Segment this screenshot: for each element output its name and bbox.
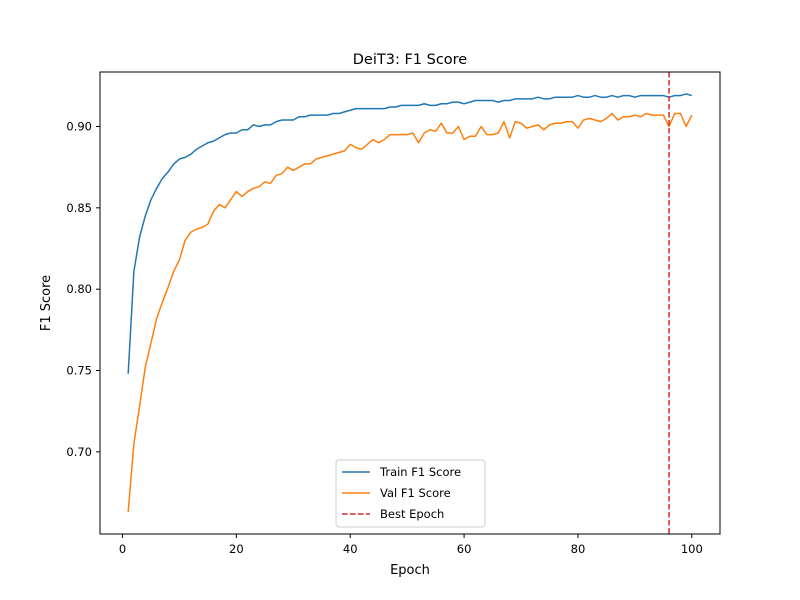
x-tick-label: 100 [681,542,703,556]
plot-frame [99,71,721,535]
legend-box [335,459,486,528]
y-axis: 0.70 0.75 0.80 0.85 0.90 [66,119,100,459]
chart-title: DeiT3: F1 Score [353,52,468,68]
x-tick-label: 60 [457,542,472,556]
series-line-train [127,93,693,374]
plot-area [127,72,693,534]
legend-label-val: Val F1 Score [380,486,451,500]
y-tick-label: 0.90 [66,119,92,133]
x-tick-label: 80 [571,542,586,556]
legend-label-best-epoch: Best Epoch [380,507,444,521]
y-tick-label: 0.70 [66,445,92,459]
legend-label-train: Train F1 Score [379,465,461,479]
y-tick-label: 0.75 [66,364,92,378]
legend: Train F1 Score Val F1 Score Best Epoch [335,459,486,528]
x-tick-label: 20 [229,542,244,556]
series-line-val [127,112,693,513]
y-tick-label: 0.80 [66,282,92,296]
x-axis-label: Epoch [390,563,430,578]
x-tick-label: 40 [343,542,358,556]
y-axis-label: F1 Score [39,275,54,331]
x-axis: 0 20 40 60 80 100 [119,534,703,556]
y-tick-label: 0.85 [66,201,92,215]
x-tick-label: 0 [119,542,126,556]
